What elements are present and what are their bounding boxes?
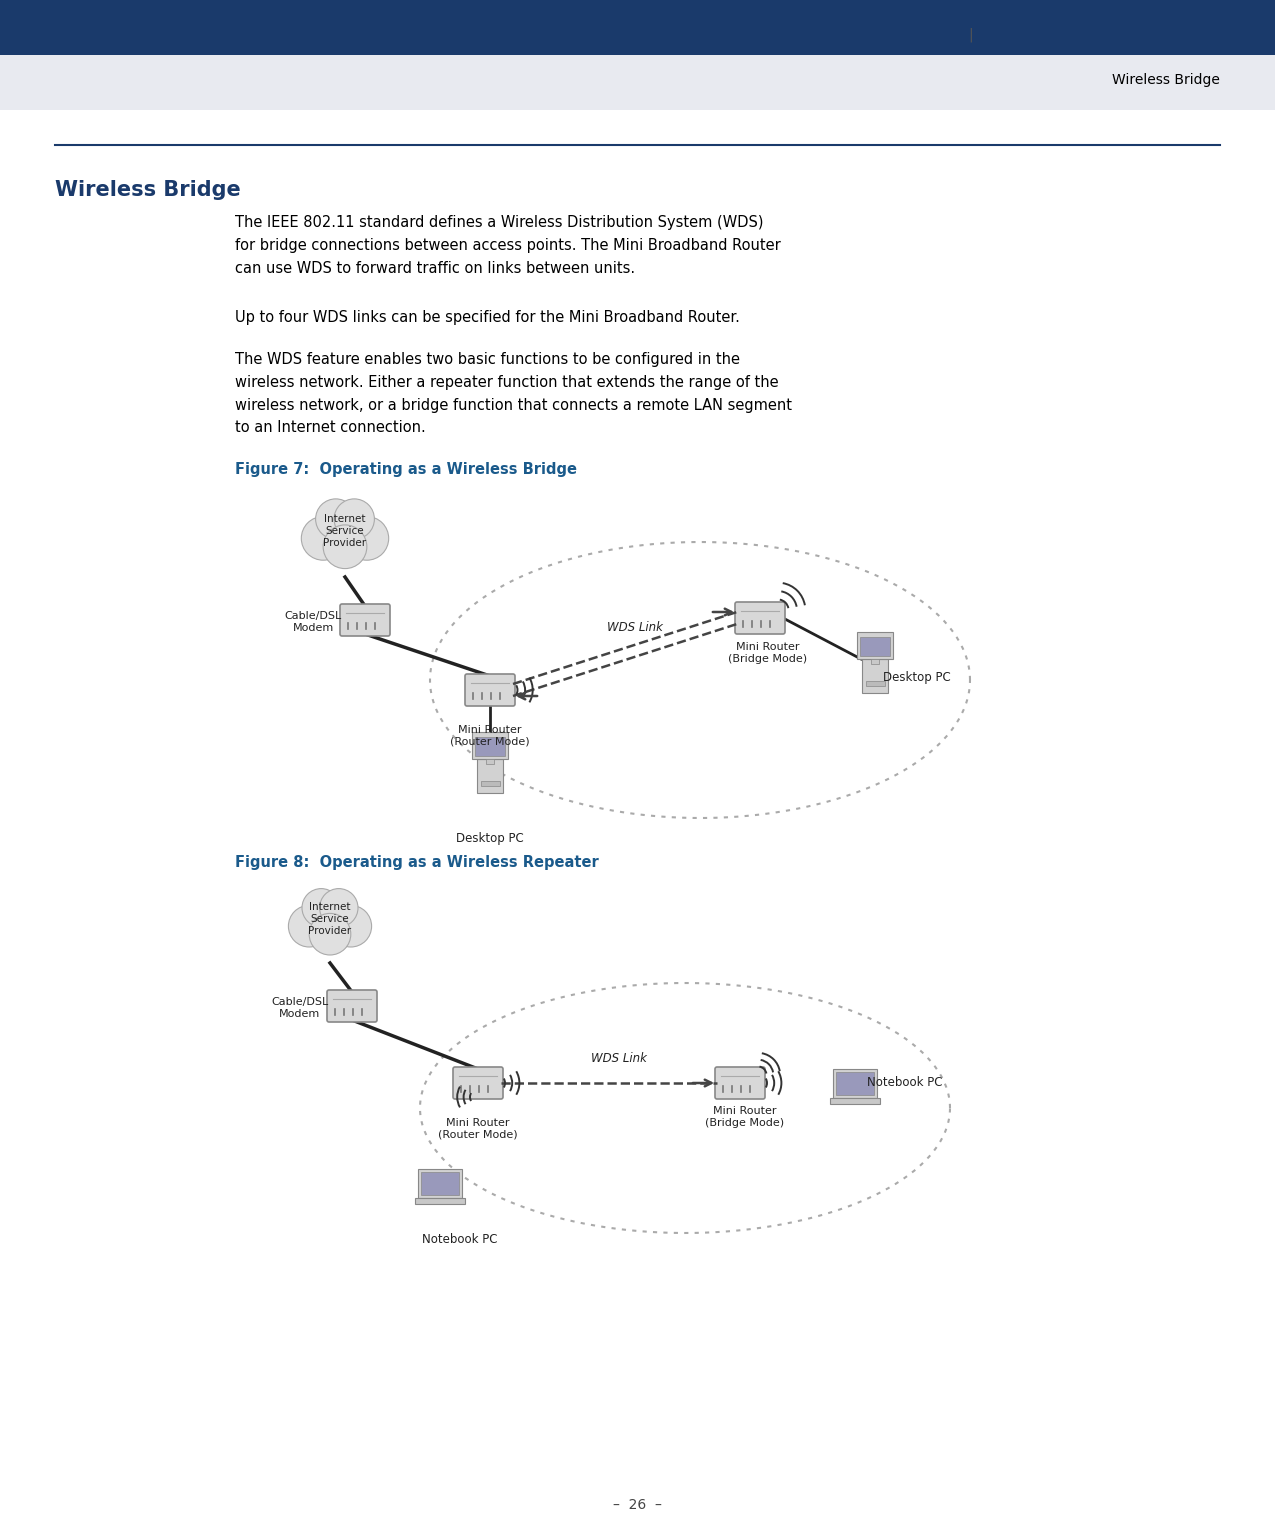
Circle shape — [310, 913, 351, 954]
Bar — [486, 758, 493, 764]
Text: Figure 8:  Operating as a Wireless Repeater: Figure 8: Operating as a Wireless Repeat… — [235, 855, 599, 870]
Bar — [481, 781, 500, 786]
Text: Cable/DSL
Modem: Cable/DSL Modem — [272, 997, 329, 1019]
Bar — [857, 633, 892, 659]
Bar — [859, 637, 890, 656]
Bar — [0, 55, 1275, 110]
Circle shape — [320, 889, 358, 927]
Bar — [871, 659, 878, 663]
FancyBboxPatch shape — [453, 1066, 504, 1098]
Text: Notebook PC: Notebook PC — [422, 1233, 497, 1246]
Text: CHAPTER 2: CHAPTER 2 — [870, 28, 958, 41]
Bar — [477, 758, 504, 794]
Bar — [418, 1169, 462, 1198]
FancyBboxPatch shape — [734, 602, 785, 634]
Text: Network Planning: Network Planning — [984, 28, 1107, 41]
Bar — [421, 1172, 459, 1195]
Circle shape — [301, 895, 358, 951]
Circle shape — [334, 499, 375, 539]
Bar — [830, 1098, 880, 1105]
FancyBboxPatch shape — [340, 604, 390, 636]
Circle shape — [302, 889, 340, 927]
Circle shape — [288, 905, 330, 947]
Text: Internet
Service
Provider: Internet Service Provider — [324, 515, 367, 547]
Text: WDS Link: WDS Link — [592, 1052, 646, 1065]
Bar — [0, 0, 1275, 55]
Text: Internet
Service
Provider: Internet Service Provider — [309, 902, 352, 936]
Circle shape — [346, 516, 389, 561]
Bar — [862, 659, 889, 692]
Bar — [866, 680, 885, 686]
Circle shape — [301, 516, 346, 561]
Text: Cable/DSL
Modem: Cable/DSL Modem — [284, 611, 342, 633]
Circle shape — [316, 499, 356, 539]
Text: Notebook PC: Notebook PC — [867, 1075, 942, 1089]
FancyBboxPatch shape — [465, 674, 515, 706]
Text: Mini Router
(Bridge Mode): Mini Router (Bridge Mode) — [728, 642, 807, 663]
Text: Mini Router
(Bridge Mode): Mini Router (Bridge Mode) — [705, 1106, 784, 1128]
Text: Desktop PC: Desktop PC — [456, 832, 524, 846]
Text: Wireless Bridge: Wireless Bridge — [1112, 74, 1220, 87]
FancyBboxPatch shape — [326, 990, 377, 1022]
Text: WDS Link: WDS Link — [607, 620, 663, 634]
Bar — [472, 732, 507, 758]
Bar — [836, 1072, 873, 1095]
Text: Desktop PC: Desktop PC — [884, 671, 951, 683]
Circle shape — [330, 905, 371, 947]
Bar — [474, 737, 505, 757]
Text: Figure 7:  Operating as a Wireless Bridge: Figure 7: Operating as a Wireless Bridge — [235, 463, 578, 476]
Text: The WDS feature enables two basic functions to be configured in the
wireless net: The WDS feature enables two basic functi… — [235, 352, 792, 435]
Circle shape — [323, 525, 367, 568]
Text: Wireless Bridge: Wireless Bridge — [55, 179, 241, 201]
Text: –  26  –: – 26 – — [612, 1498, 662, 1512]
Text: Mini Router
(Router Mode): Mini Router (Router Mode) — [439, 1118, 518, 1140]
Bar — [414, 1198, 465, 1204]
Bar — [834, 1069, 877, 1098]
Text: |: | — [968, 28, 973, 43]
Text: The IEEE 802.11 standard defines a Wireless Distribution System (WDS)
for bridge: The IEEE 802.11 standard defines a Wirel… — [235, 214, 780, 276]
Circle shape — [315, 504, 375, 565]
Text: Up to four WDS links can be specified for the Mini Broadband Router.: Up to four WDS links can be specified fo… — [235, 309, 740, 325]
FancyBboxPatch shape — [715, 1066, 765, 1098]
Text: Mini Router
(Router Mode): Mini Router (Router Mode) — [450, 725, 530, 746]
